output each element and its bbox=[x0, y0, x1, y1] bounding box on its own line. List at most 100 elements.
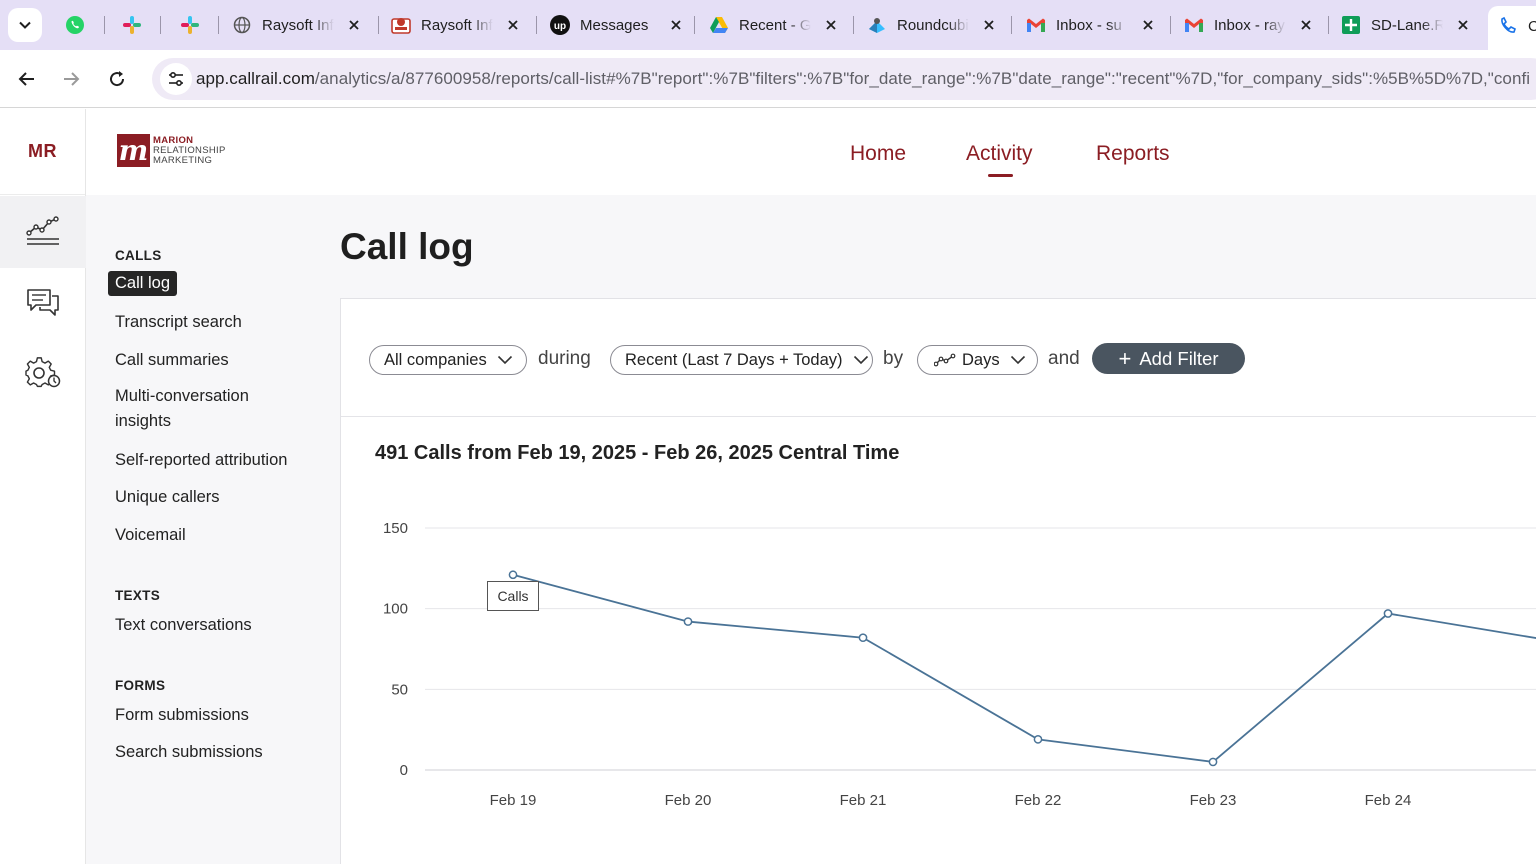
close-icon[interactable] bbox=[823, 17, 839, 33]
x-tick-label: Feb 22 bbox=[1015, 792, 1062, 809]
interval-dropdown[interactable]: Days bbox=[917, 345, 1038, 375]
section-calls: CALLS bbox=[115, 248, 162, 263]
tune-icon bbox=[169, 71, 183, 87]
chevron-down-icon bbox=[1010, 355, 1026, 365]
tab-search-button[interactable] bbox=[8, 8, 42, 42]
nav-home[interactable]: Home bbox=[850, 142, 907, 165]
browser-tab[interactable]: SD-Lane.R bbox=[1341, 9, 1471, 41]
close-icon[interactable] bbox=[505, 17, 521, 33]
raysoft-icon bbox=[391, 15, 411, 35]
chat-bubbles-icon bbox=[27, 289, 59, 316]
section-texts: TEXTS bbox=[115, 588, 161, 603]
browser-tab[interactable]: Inbox - ray bbox=[1184, 9, 1314, 41]
tab-title: Messages bbox=[580, 16, 649, 34]
data-point bbox=[1033, 734, 1043, 744]
back-button[interactable] bbox=[11, 63, 43, 95]
subnav-call-summaries[interactable]: Call summaries bbox=[115, 351, 229, 369]
user-menu[interactable]: MR bbox=[0, 109, 85, 195]
close-icon[interactable] bbox=[1298, 17, 1314, 33]
company-filter-dropdown[interactable]: All companies bbox=[369, 345, 527, 375]
pinned-tab-slack-2[interactable] bbox=[175, 10, 205, 40]
subnav-unique-callers[interactable]: Unique callers bbox=[115, 488, 220, 506]
gmail-icon bbox=[1026, 15, 1046, 35]
nav-activity[interactable]: Activity bbox=[966, 142, 1033, 165]
logo-text: MARION RELATIONSHIP MARKETING bbox=[153, 135, 226, 166]
series-line bbox=[512, 573, 1536, 763]
rail-analytics[interactable] bbox=[0, 196, 86, 268]
y-tick-label: 150 bbox=[383, 520, 408, 537]
during-label: during bbox=[538, 348, 591, 369]
interval-value: Days bbox=[962, 350, 1000, 369]
browser-toolbar: app.callrail.com/analytics/a/877600958/r… bbox=[0, 50, 1536, 108]
browser-tab[interactable]: up Messages bbox=[550, 9, 684, 41]
forward-button[interactable] bbox=[55, 63, 87, 95]
browser-tab[interactable]: Inbox - su bbox=[1026, 9, 1156, 41]
browser-tab[interactable]: Roundcubi bbox=[867, 9, 997, 41]
close-icon[interactable] bbox=[1455, 17, 1471, 33]
calls-line-chart: 0 50 100 150 Feb 19 Feb 20 Feb 21 Feb 22 Feb 23 F… bbox=[383, 520, 1536, 809]
subnav-voicemail[interactable]: Voicemail bbox=[115, 526, 186, 544]
and-label: and bbox=[1048, 348, 1080, 369]
subnav-search-submissions[interactable]: Search submissions bbox=[115, 743, 263, 761]
page-title: Call log bbox=[340, 226, 474, 267]
pinned-tab-slack-1[interactable] bbox=[117, 10, 147, 40]
close-icon[interactable] bbox=[346, 17, 362, 33]
nav-active-indicator bbox=[988, 174, 1013, 177]
browser-tab[interactable]: Raysoft Inf bbox=[391, 9, 521, 41]
by-label: by bbox=[883, 348, 904, 369]
globe-icon bbox=[232, 15, 252, 35]
x-tick-label: Feb 23 bbox=[1190, 792, 1237, 809]
arrow-right-icon bbox=[64, 72, 80, 86]
add-filter-button[interactable]: + Add Filter bbox=[1092, 343, 1245, 374]
x-tick-label: Feb 21 bbox=[840, 792, 887, 809]
subnav-text-conversations[interactable]: Text conversations bbox=[115, 616, 252, 634]
callrail-icon bbox=[1498, 16, 1518, 41]
address-bar[interactable]: app.callrail.com/analytics/a/877600958/r… bbox=[152, 58, 1536, 100]
data-point bbox=[858, 633, 868, 643]
company-filter-value: All companies bbox=[384, 350, 487, 369]
reload-button[interactable] bbox=[101, 63, 133, 95]
chart-title: 491 Calls from Feb 19, 2025 - Feb 26, 20… bbox=[375, 442, 900, 464]
close-icon[interactable] bbox=[981, 17, 997, 33]
google-sheets-icon bbox=[1341, 15, 1361, 35]
whatsapp-icon bbox=[66, 16, 84, 34]
site-info-button[interactable] bbox=[160, 63, 192, 95]
subnav-call-log[interactable]: Call log bbox=[108, 271, 178, 296]
browser-tab[interactable]: Recent - G bbox=[709, 9, 839, 41]
date-range-dropdown[interactable]: Recent (Last 7 Days + Today) bbox=[610, 345, 873, 375]
tab-title: Raysoft Inf bbox=[421, 16, 493, 34]
x-tick-label: Feb 24 bbox=[1365, 792, 1412, 809]
nav-reports[interactable]: Reports bbox=[1096, 142, 1170, 165]
tab-title: Raysoft Inf bbox=[262, 16, 334, 34]
browser-tab-bar: Raysoft Inf Raysoft Inf up Messages Rece… bbox=[0, 0, 1536, 50]
slack-icon bbox=[181, 16, 199, 34]
browser-tab-active[interactable]: C bbox=[1488, 6, 1536, 50]
logo-mark-icon: m bbox=[117, 133, 150, 167]
rail-settings[interactable] bbox=[0, 338, 86, 410]
svg-text:up: up bbox=[554, 21, 566, 32]
data-point bbox=[508, 570, 518, 580]
rail-conversations[interactable] bbox=[0, 267, 86, 339]
close-icon[interactable] bbox=[1140, 17, 1156, 33]
data-point bbox=[683, 617, 693, 626]
url-path: /analytics/a/877600958/reports/call-list… bbox=[314, 69, 1531, 88]
plus-icon: + bbox=[1118, 345, 1132, 371]
app-icon-rail: MR bbox=[0, 109, 86, 864]
company-logo[interactable]: m MARION RELATIONSHIP MARKETING bbox=[117, 134, 226, 167]
data-point bbox=[1208, 757, 1218, 767]
subnav-self-reported-attribution[interactable]: Self-reported attribution bbox=[115, 451, 288, 469]
url-host: app.callrail.com bbox=[196, 69, 315, 88]
subnav-form-submissions[interactable]: Form submissions bbox=[115, 706, 249, 724]
close-icon[interactable] bbox=[668, 17, 684, 33]
data-point bbox=[1383, 609, 1393, 618]
google-drive-icon bbox=[709, 15, 729, 35]
pinned-tab-whatsapp[interactable] bbox=[60, 10, 90, 40]
subnav-label: Multi-conversation insights bbox=[115, 387, 249, 430]
tab-title: Roundcubi bbox=[897, 16, 969, 34]
x-tick-label: Feb 19 bbox=[490, 792, 537, 809]
subnav-multi-conversation-insights[interactable]: Multi-conversation insights bbox=[115, 384, 263, 434]
gmail-icon bbox=[1184, 15, 1204, 35]
subnav-transcript-search[interactable]: Transcript search bbox=[115, 313, 242, 331]
filter-bar: All companies during Recent (Last 7 Days… bbox=[341, 299, 1536, 417]
browser-tab[interactable]: Raysoft Inf bbox=[232, 9, 362, 41]
